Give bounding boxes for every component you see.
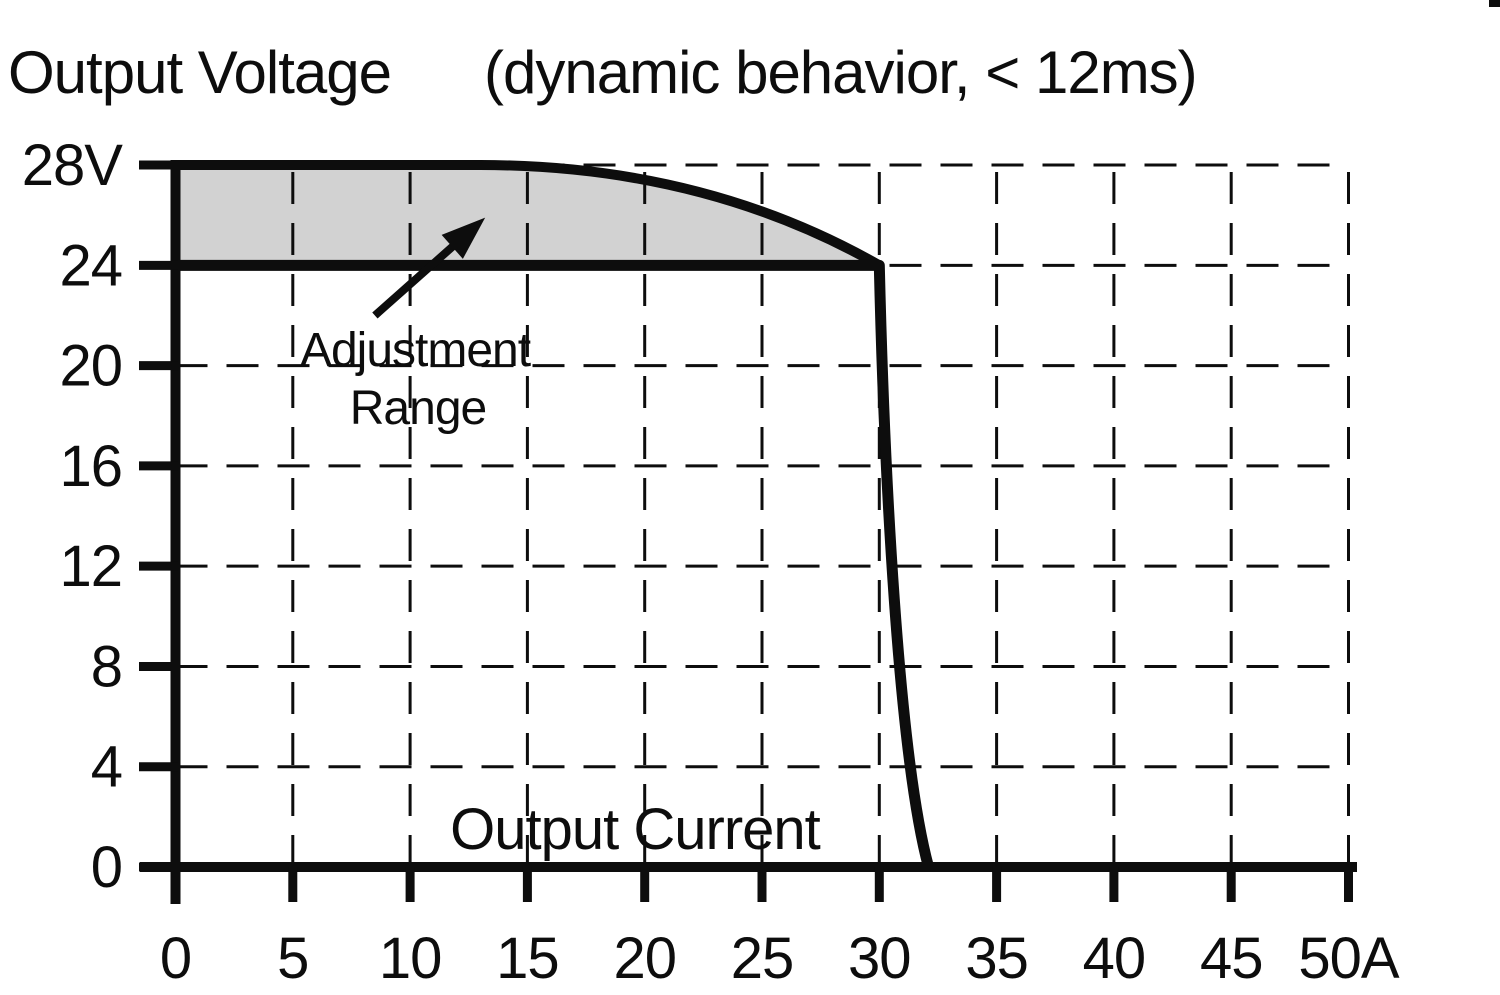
x-tick-label: 10 <box>379 926 442 991</box>
y-tick-label: 24 <box>59 233 122 298</box>
chart-title-qualifier: (dynamic behavior, < 12ms) <box>484 39 1197 106</box>
x-tick-label: 40 <box>1083 926 1146 991</box>
axis-layer <box>139 160 1357 904</box>
x-tick-label: 0 <box>160 926 191 991</box>
x-tick-label: 25 <box>731 926 794 991</box>
y-tick-label: 20 <box>59 334 122 399</box>
stray-corner-mark <box>1489 0 1500 7</box>
curve-upper-adjustment-limit <box>170 160 882 270</box>
y-tick-label: 8 <box>91 634 122 699</box>
adjustment-range-label-line2: Range <box>350 382 486 435</box>
adjustment-region <box>175 165 880 266</box>
tick-label-layer: 0 4 8 12 16 20 24 28V 0 5 10 15 20 25 30 35 40 45 50A <box>22 133 1401 991</box>
x-tick-label: 5 <box>277 926 308 991</box>
x-tick-label: 45 <box>1200 926 1263 991</box>
x-axis-title: Output Current <box>450 797 821 862</box>
adjustment-range-label-line1: Adjustment <box>300 324 531 377</box>
y-tick-label: 4 <box>91 735 122 800</box>
x-tick-label: 30 <box>848 926 911 991</box>
chart-title: Output Voltage <box>8 39 391 106</box>
y-tick-label: 12 <box>59 534 122 599</box>
adjustment-arrow-layer <box>372 217 486 319</box>
y-tick-label: 0 <box>91 835 122 900</box>
x-tick-label: 20 <box>613 926 676 991</box>
x-tick-label: 15 <box>496 926 559 991</box>
curve-output-characteristic <box>170 259 934 869</box>
y-tick-label: 16 <box>59 434 122 499</box>
adjustment-region-layer <box>175 165 880 266</box>
x-tick-label: 50A <box>1298 926 1400 991</box>
x-tick-label: 35 <box>965 926 1028 991</box>
y-tick-label: 28V <box>22 133 124 198</box>
adjustment-arrow-shaft <box>372 239 460 319</box>
curve-layer <box>170 160 934 869</box>
adjustment-arrow-head <box>441 217 486 259</box>
